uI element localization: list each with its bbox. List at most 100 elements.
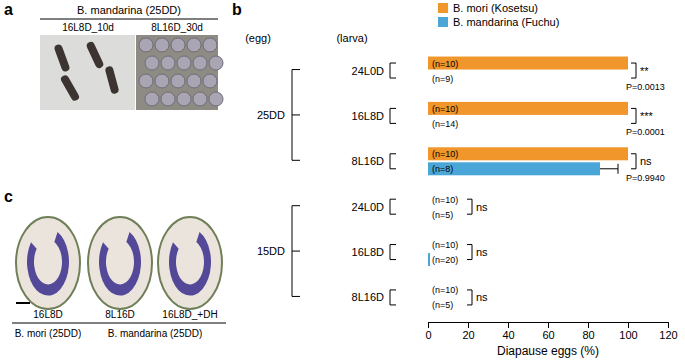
significance-bracket [631, 63, 636, 78]
tick-mark [508, 322, 509, 328]
larva-shape [85, 41, 104, 70]
embryo-photo [158, 217, 222, 309]
n-label: (n=8) [432, 164, 453, 174]
bar [428, 162, 600, 175]
photo-caption: 16L8D [33, 309, 62, 320]
egg-shape [155, 38, 169, 52]
n-label: (n=10) [432, 104, 458, 114]
tick-label: 80 [582, 329, 594, 341]
p-value: P=0.9940 [626, 173, 665, 183]
category-label: 8L16D [352, 291, 384, 303]
tick-mark [548, 322, 549, 328]
egg-shape [187, 38, 201, 52]
tick: 60 [542, 322, 554, 341]
egg-shape [145, 56, 159, 70]
significance-bracket [467, 199, 472, 214]
egg-condition-label: 25DD [257, 109, 285, 121]
category-bracket [390, 63, 396, 78]
egg-shape [209, 56, 223, 70]
egg-shape [161, 92, 175, 106]
category-label: 16L8D [352, 246, 384, 258]
significance-label: ns [640, 155, 652, 167]
error-bar [600, 164, 618, 174]
bar [428, 102, 628, 115]
larva-shape [105, 65, 120, 94]
bar [428, 57, 628, 70]
tick-label: 40 [502, 329, 514, 341]
egg-shape [155, 74, 169, 88]
category-label: 16L8D [352, 110, 384, 122]
tick-label: 20 [462, 329, 474, 341]
tick-label: 100 [619, 329, 637, 341]
tick-mark [628, 322, 629, 328]
scale-bar [16, 302, 30, 304]
photo [136, 35, 218, 110]
legend-swatch [438, 3, 448, 13]
larva-shape [53, 43, 70, 72]
stain-shape [169, 232, 211, 296]
photo-caption: 16L8D_10d [62, 22, 114, 33]
egg-condition-label: 15DD [257, 245, 285, 257]
group-rule [12, 323, 84, 324]
tick: 80 [582, 322, 594, 341]
category-label: 24L0D [352, 65, 384, 77]
panel-b: B. mori (Kosetsu)B. mandarina (Fuchu)(eg… [245, 2, 678, 358]
tick-label: 60 [542, 329, 554, 341]
bar [428, 117, 429, 130]
egg-shape [139, 74, 153, 88]
n-label: (n=20) [432, 255, 458, 265]
tick-mark [588, 322, 589, 328]
significance-label: ** [640, 65, 649, 77]
egg-shape [203, 38, 217, 52]
panel-title: B. mandarina (25DD) [77, 4, 181, 16]
panel-c: 16L8DB. mori (25DD)8L16D16L8D_+DHB. mand… [12, 217, 226, 339]
x-axis: 0 20 40 60 80 100 120 [425, 322, 677, 341]
group-bracket [292, 206, 300, 297]
significance-bracket [467, 245, 472, 260]
egg-shape [145, 92, 159, 106]
embryo-photo [16, 217, 80, 309]
group-bracket [292, 70, 300, 161]
embryo-photo [88, 217, 152, 309]
stain-shape [99, 232, 141, 296]
tick-label: 120 [659, 329, 677, 341]
row-header: (egg) [245, 32, 271, 44]
p-value: P=0.0013 [626, 82, 665, 92]
bar [428, 147, 628, 160]
tick-label: 0 [425, 329, 431, 341]
n-label: (n=14) [432, 119, 458, 129]
significance-bracket [631, 154, 636, 169]
p-value: P=0.0001 [626, 127, 665, 137]
n-label: (n=10) [432, 149, 458, 159]
egg-shape [139, 38, 153, 52]
egg-shape [171, 74, 185, 88]
n-label: (n=10) [432, 59, 458, 69]
row-header: (larva) [336, 32, 367, 44]
axis-title: Diapause eggs (%) [497, 344, 599, 358]
panel-label: a [4, 1, 13, 18]
tick: 120 [659, 322, 677, 341]
group-label: B. mori (25DD) [15, 328, 82, 339]
egg-shape [171, 38, 185, 52]
significance-label: ns [476, 291, 488, 303]
egg-shape [161, 56, 175, 70]
egg-shape [177, 56, 191, 70]
category-label: 24L0D [352, 201, 384, 213]
plot-area [428, 57, 628, 267]
photo [40, 35, 135, 110]
legend-swatch [438, 17, 448, 27]
larva-shape [60, 74, 81, 102]
n-label: (n=10) [432, 195, 458, 205]
significance-label: ns [476, 201, 488, 213]
bar [428, 193, 429, 206]
n-label: (n=10) [432, 285, 458, 295]
panel-label: c [4, 188, 13, 205]
tick: 0 [425, 322, 431, 341]
bar [428, 238, 429, 251]
legend-label: B. mandarina (Fuchu) [453, 16, 559, 28]
bar [428, 208, 429, 221]
egg-shape [193, 92, 207, 106]
n-label: (n=5) [432, 300, 453, 310]
category-label: 8L16D [352, 155, 384, 167]
photo-caption: 8L16D_30d [151, 22, 203, 33]
